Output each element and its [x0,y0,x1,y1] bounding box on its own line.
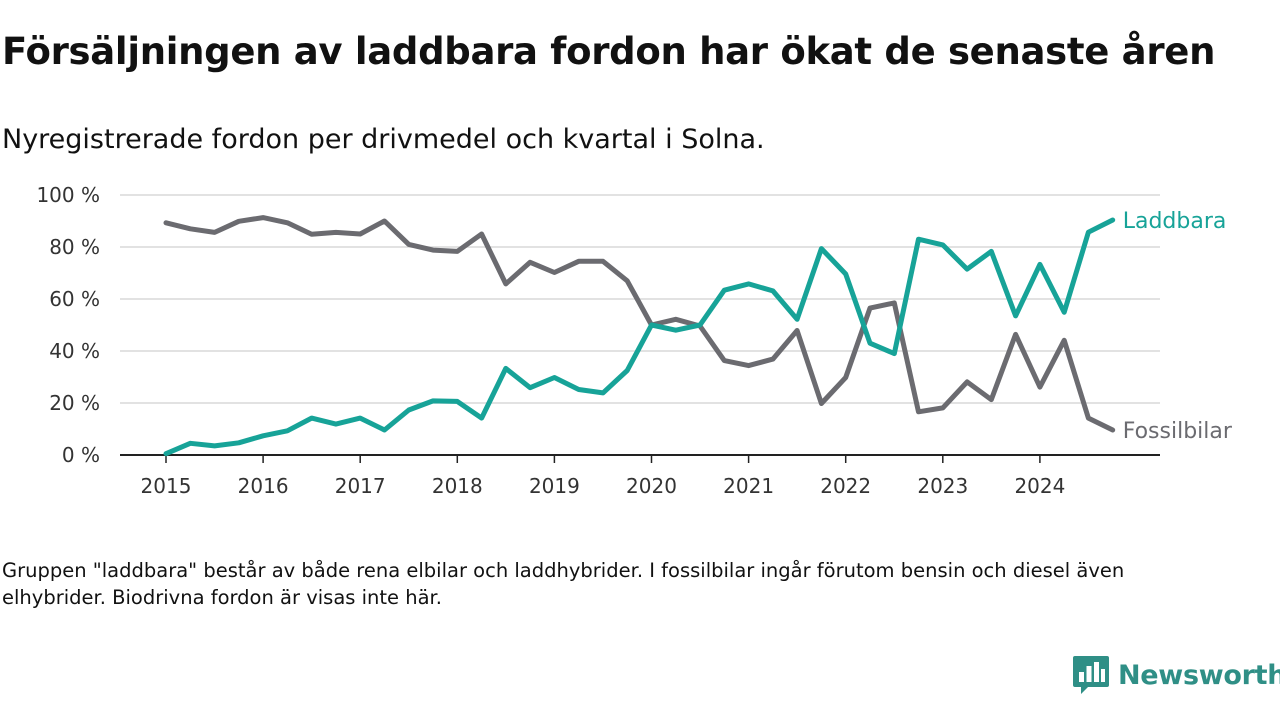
y-tick-label: 80 % [49,235,100,259]
series-lines [163,215,1116,457]
x-tick-label: 2019 [529,474,580,498]
brand-logo: Newsworthy [1072,655,1280,695]
x-tick-label: 2022 [820,474,871,498]
y-tick-label: 40 % [49,339,100,363]
y-tick-label: 20 % [49,391,100,415]
brand-name: Newsworthy [1118,659,1280,691]
series-label-fossilbilar: Fossilbilar [1123,419,1233,444]
y-tick-label: 0 % [62,443,100,467]
x-tick-label: 2016 [238,474,289,498]
newsworthy-logo-icon [1073,656,1109,694]
x-tick-label: 2017 [335,474,386,498]
y-tick-label: 100 % [36,183,100,207]
x-tick-label: 2021 [723,474,774,498]
series-line-fossilbilar [163,215,1116,433]
x-axis-ticks: 2015 2016 2017 2018 2019 2020 2021 2022 2023 2024 [141,455,1065,498]
series-line-laddbara [163,217,1116,457]
x-tick-label: 2015 [141,474,192,498]
series-label-laddbara: Laddbara [1123,209,1227,234]
line-chart: 0 %20 %40 %60 %80 %100 % 2015 2016 2017 201… [36,183,1233,498]
chart-subtitle: Nyregistrerade fordon per drivmedel och … [2,124,765,155]
footnote: Gruppen "laddbara" består av både rena e… [2,559,1125,609]
grid-lines [120,194,1160,456]
y-axis-ticks: 0 % 20 % 40 % 60 % 80 % 100 % [36,183,100,467]
chart-title: Försäljningen av laddbara fordon har öka… [2,30,1216,73]
x-tick-label: 2023 [917,474,968,498]
series-labels: Fossilbilar Laddbara [1123,209,1233,444]
x-tick-label: 2020 [626,474,677,498]
y-tick-label: 60 % [49,287,100,311]
x-tick-label: 2018 [432,474,483,498]
x-tick-label: 2024 [1014,474,1065,498]
